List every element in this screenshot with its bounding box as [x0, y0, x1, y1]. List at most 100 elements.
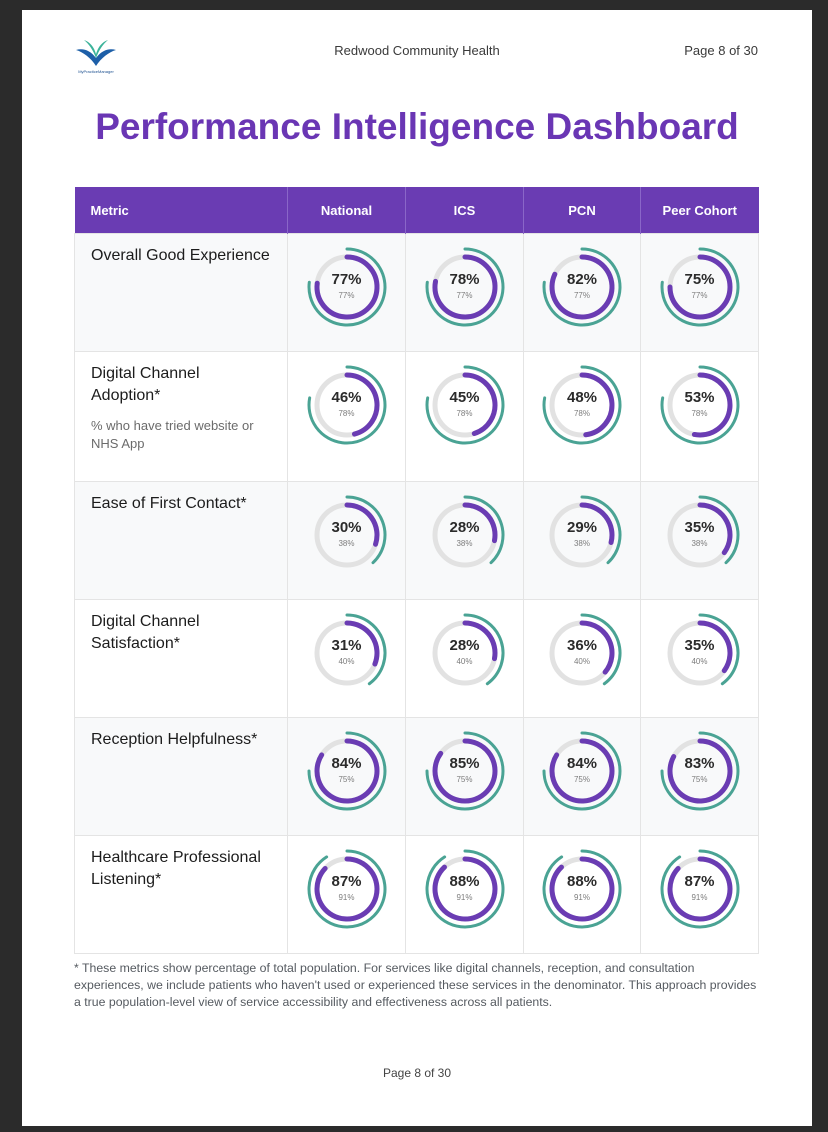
gauge-ring — [425, 247, 504, 327]
benchmark-arc — [660, 731, 739, 811]
value-arc — [344, 502, 379, 547]
gauge-benchmark: 40% — [691, 657, 708, 666]
benchmark-arc — [307, 731, 386, 811]
metric-cell: Healthcare Professional Listening* — [74, 835, 288, 954]
metric-name: Healthcare Professional Listening* — [91, 849, 261, 888]
gauge-value: 87% — [331, 873, 362, 890]
value-arc — [579, 502, 615, 545]
percentage-gauge: 88% 91% — [424, 848, 506, 930]
gauge-cell: 35% 38% — [640, 481, 759, 600]
benchmark-arc — [307, 365, 386, 445]
metrics-table: Metric National ICS PCN Peer Cohort Over… — [74, 187, 759, 954]
gauge-value: 45% — [449, 389, 480, 406]
gauge-cell: 83% 75% — [640, 717, 759, 836]
gauge-benchmark: 91% — [456, 893, 473, 902]
percentage-gauge: 78% 77% — [424, 246, 506, 328]
gauge-cell: 31% 40% — [287, 599, 406, 718]
gauge-ring — [425, 849, 504, 929]
gauge-ring — [314, 613, 386, 686]
gauge-cell: 84% 75% — [287, 717, 406, 836]
benchmark-arc — [307, 849, 386, 929]
gauge-ring — [307, 247, 386, 327]
table-row: Overall Good Experience 77% 77% 78% 77% 82% 77… — [74, 233, 759, 352]
gauge-cell: 88% 91% — [405, 835, 524, 954]
gauge-benchmark: 40% — [338, 657, 355, 666]
gauge-value: 46% — [331, 389, 362, 406]
gauge-benchmark: 75% — [338, 775, 355, 784]
gauge-benchmark: 78% — [456, 409, 473, 418]
percentage-gauge: 77% 77% — [306, 246, 388, 328]
value-arc — [697, 502, 732, 556]
benchmark-arc — [307, 247, 386, 327]
gauge-ring — [542, 247, 622, 327]
column-header: Peer Cohort — [640, 187, 759, 234]
gauge-cell: 45% 78% — [405, 351, 524, 482]
metric-name: Digital Channel Adoption* — [91, 365, 200, 404]
value-arc — [579, 620, 615, 675]
gauge-benchmark: 78% — [338, 409, 355, 418]
gauge-cell: 36% 40% — [523, 599, 641, 718]
benchmark-arc — [542, 731, 622, 811]
gauge-value: 28% — [449, 519, 480, 536]
percentage-gauge: 28% 38% — [424, 494, 506, 576]
gauge-benchmark: 38% — [573, 539, 590, 548]
gauge-cell: 78% 77% — [405, 233, 524, 352]
logo-text: MyPracticeManager — [78, 69, 114, 74]
percentage-gauge: 82% 77% — [541, 246, 623, 328]
gauge-value: 84% — [566, 755, 598, 772]
metric-cell: Digital Channel Adoption* % who have trie… — [74, 351, 288, 482]
value-arc — [344, 372, 380, 437]
gauge-benchmark: 38% — [691, 539, 708, 548]
practice-name: Redwood Community Health — [334, 43, 500, 58]
value-arc — [462, 620, 497, 662]
percentage-gauge: 36% 40% — [541, 612, 623, 694]
value-arc — [691, 372, 732, 438]
gauge-benchmark: 38% — [338, 539, 355, 548]
gauge-benchmark: 91% — [691, 893, 708, 902]
gauge-value: 82% — [566, 271, 598, 288]
gauge-benchmark: 75% — [691, 775, 708, 784]
gauge-value: 31% — [331, 637, 362, 654]
benchmark-arc — [425, 731, 504, 811]
percentage-gauge: 84% 75% — [541, 730, 623, 812]
benchmark-arc — [425, 365, 504, 445]
gauge-benchmark: 38% — [456, 539, 473, 548]
gauge-value: 88% — [566, 873, 598, 890]
page-title: Performance Intelligence Dashboard — [95, 106, 739, 147]
percentage-gauge: 31% 40% — [306, 612, 388, 694]
table-row: Healthcare Professional Listening* 87% 91%… — [74, 835, 759, 954]
bird-logo-icon — [76, 40, 116, 66]
value-arc — [549, 254, 615, 320]
gauge-value: 83% — [684, 755, 715, 772]
benchmark-arc — [425, 849, 504, 929]
benchmark-arc — [542, 849, 622, 929]
percentage-gauge: 35% 40% — [659, 612, 741, 694]
gauge-value: 53% — [684, 389, 715, 406]
percentage-gauge: 88% 91% — [541, 848, 623, 930]
footnote: * These metrics show percentage of total… — [74, 961, 757, 1009]
benchmark-arc — [580, 613, 622, 686]
gauge-value: 88% — [449, 873, 480, 890]
gauge-benchmark: 91% — [338, 893, 355, 902]
gauge-cell: 53% 78% — [640, 351, 759, 482]
percentage-gauge: 48% 78% — [541, 364, 623, 446]
gauge-ring — [549, 613, 622, 686]
gauge-value: 36% — [566, 637, 598, 654]
percentage-gauge: 87% 91% — [306, 848, 388, 930]
gauge-benchmark: 75% — [456, 775, 473, 784]
benchmark-arc — [542, 365, 622, 445]
metric-name: Reception Helpfulness* — [91, 731, 258, 748]
gauge-cell: 82% 77% — [523, 233, 641, 352]
gauge-ring — [549, 495, 622, 568]
percentage-gauge: 87% 91% — [659, 848, 741, 930]
gauge-ring — [667, 495, 739, 568]
gauge-cell: 87% 91% — [640, 835, 759, 954]
gauge-value: 35% — [684, 637, 715, 654]
benchmark-arc — [698, 495, 739, 565]
benchmark-arc — [660, 247, 739, 327]
benchmark-arc — [463, 495, 504, 565]
percentage-gauge: 35% 38% — [659, 494, 741, 576]
gauge-ring — [307, 849, 386, 929]
percentage-gauge: 30% 38% — [306, 494, 388, 576]
benchmark-arc — [425, 247, 504, 327]
